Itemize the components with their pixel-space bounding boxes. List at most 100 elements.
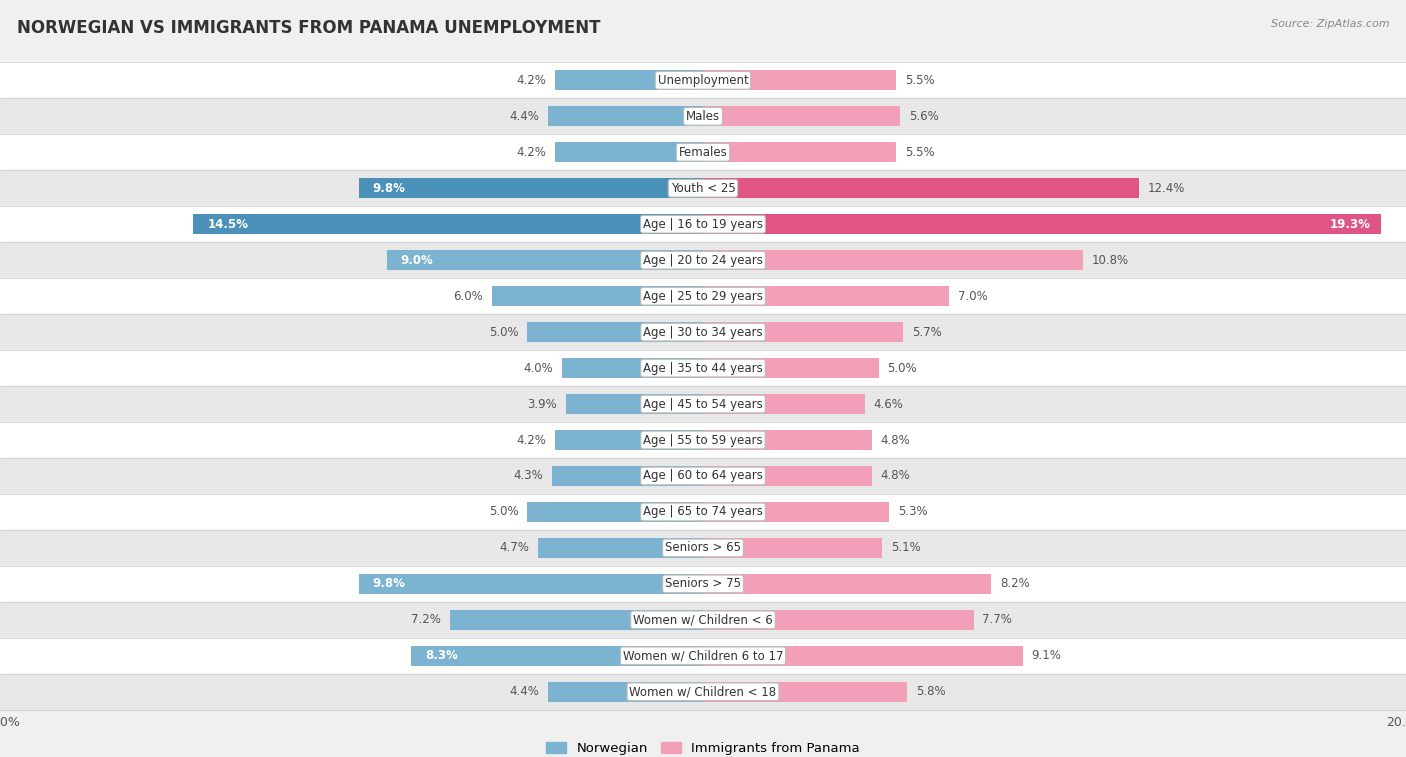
Text: 7.0%: 7.0% bbox=[957, 290, 987, 303]
Text: 5.8%: 5.8% bbox=[915, 685, 945, 698]
Bar bbox=[548, 682, 703, 702]
Bar bbox=[0, 386, 1406, 422]
Text: Age | 45 to 54 years: Age | 45 to 54 years bbox=[643, 397, 763, 410]
Bar bbox=[703, 214, 1381, 234]
Text: Youth < 25: Youth < 25 bbox=[671, 182, 735, 195]
Text: Age | 65 to 74 years: Age | 65 to 74 years bbox=[643, 506, 763, 519]
Text: 4.3%: 4.3% bbox=[513, 469, 543, 482]
Bar bbox=[703, 394, 865, 414]
Bar bbox=[548, 107, 703, 126]
Text: 4.2%: 4.2% bbox=[517, 146, 547, 159]
Bar bbox=[0, 674, 1406, 710]
Bar bbox=[0, 422, 1406, 458]
Text: 9.0%: 9.0% bbox=[401, 254, 433, 266]
Text: 5.7%: 5.7% bbox=[912, 326, 942, 338]
Text: Seniors > 65: Seniors > 65 bbox=[665, 541, 741, 554]
Bar bbox=[0, 278, 1406, 314]
Bar bbox=[703, 107, 900, 126]
Text: NORWEGIAN VS IMMIGRANTS FROM PANAMA UNEMPLOYMENT: NORWEGIAN VS IMMIGRANTS FROM PANAMA UNEM… bbox=[17, 19, 600, 37]
Text: 4.4%: 4.4% bbox=[510, 110, 540, 123]
Bar bbox=[0, 350, 1406, 386]
Bar bbox=[0, 566, 1406, 602]
Text: 4.8%: 4.8% bbox=[880, 469, 910, 482]
Bar bbox=[0, 458, 1406, 494]
Legend: Norwegian, Immigrants from Panama: Norwegian, Immigrants from Panama bbox=[541, 737, 865, 757]
Bar bbox=[703, 322, 904, 342]
Text: 7.7%: 7.7% bbox=[983, 613, 1012, 626]
Text: Women w/ Children < 6: Women w/ Children < 6 bbox=[633, 613, 773, 626]
Bar bbox=[527, 502, 703, 522]
Text: 5.5%: 5.5% bbox=[905, 74, 935, 87]
Text: Males: Males bbox=[686, 110, 720, 123]
Text: 5.1%: 5.1% bbox=[891, 541, 921, 554]
Text: Women w/ Children 6 to 17: Women w/ Children 6 to 17 bbox=[623, 650, 783, 662]
Bar bbox=[703, 142, 897, 162]
Text: 5.0%: 5.0% bbox=[489, 506, 519, 519]
Bar bbox=[703, 466, 872, 486]
Bar bbox=[703, 430, 872, 450]
Bar bbox=[703, 682, 907, 702]
Bar bbox=[412, 646, 703, 665]
Bar bbox=[0, 602, 1406, 638]
Bar bbox=[703, 179, 1139, 198]
Bar bbox=[0, 170, 1406, 206]
Text: Age | 20 to 24 years: Age | 20 to 24 years bbox=[643, 254, 763, 266]
Text: 4.7%: 4.7% bbox=[499, 541, 529, 554]
Text: 4.2%: 4.2% bbox=[517, 74, 547, 87]
Bar bbox=[359, 179, 703, 198]
Text: Unemployment: Unemployment bbox=[658, 74, 748, 87]
Bar bbox=[527, 322, 703, 342]
Bar bbox=[0, 62, 1406, 98]
Text: 3.9%: 3.9% bbox=[527, 397, 557, 410]
Text: 4.2%: 4.2% bbox=[517, 434, 547, 447]
Bar bbox=[565, 394, 703, 414]
Bar bbox=[0, 314, 1406, 350]
Text: 4.4%: 4.4% bbox=[510, 685, 540, 698]
Text: 9.1%: 9.1% bbox=[1032, 650, 1062, 662]
Bar bbox=[492, 286, 703, 306]
Text: Age | 16 to 19 years: Age | 16 to 19 years bbox=[643, 218, 763, 231]
Text: 4.8%: 4.8% bbox=[880, 434, 910, 447]
Bar bbox=[551, 466, 703, 486]
Text: 14.5%: 14.5% bbox=[208, 218, 249, 231]
Bar bbox=[703, 610, 973, 630]
Text: 4.6%: 4.6% bbox=[873, 397, 903, 410]
Text: 5.3%: 5.3% bbox=[898, 506, 928, 519]
Text: Age | 35 to 44 years: Age | 35 to 44 years bbox=[643, 362, 763, 375]
Bar bbox=[0, 494, 1406, 530]
Bar bbox=[703, 646, 1024, 665]
Bar bbox=[703, 538, 883, 558]
Bar bbox=[387, 251, 703, 270]
Text: 12.4%: 12.4% bbox=[1147, 182, 1185, 195]
Text: 5.5%: 5.5% bbox=[905, 146, 935, 159]
Bar bbox=[562, 358, 703, 378]
Text: 19.3%: 19.3% bbox=[1330, 218, 1371, 231]
Text: Females: Females bbox=[679, 146, 727, 159]
Text: 5.6%: 5.6% bbox=[908, 110, 938, 123]
Text: 8.3%: 8.3% bbox=[425, 650, 458, 662]
Bar bbox=[703, 251, 1083, 270]
Bar bbox=[0, 206, 1406, 242]
Text: 5.0%: 5.0% bbox=[887, 362, 917, 375]
Bar bbox=[0, 530, 1406, 566]
Text: Women w/ Children < 18: Women w/ Children < 18 bbox=[630, 685, 776, 698]
Text: 7.2%: 7.2% bbox=[412, 613, 441, 626]
Bar bbox=[0, 98, 1406, 134]
Bar bbox=[359, 574, 703, 593]
Bar bbox=[703, 286, 949, 306]
Text: 6.0%: 6.0% bbox=[454, 290, 484, 303]
Text: Age | 25 to 29 years: Age | 25 to 29 years bbox=[643, 290, 763, 303]
Bar bbox=[0, 242, 1406, 278]
Bar bbox=[703, 70, 897, 90]
Text: Age | 55 to 59 years: Age | 55 to 59 years bbox=[643, 434, 763, 447]
Text: 9.8%: 9.8% bbox=[373, 182, 405, 195]
Text: Age | 60 to 64 years: Age | 60 to 64 years bbox=[643, 469, 763, 482]
Text: Seniors > 75: Seniors > 75 bbox=[665, 578, 741, 590]
Text: 8.2%: 8.2% bbox=[1000, 578, 1029, 590]
Text: 10.8%: 10.8% bbox=[1091, 254, 1129, 266]
Bar bbox=[555, 142, 703, 162]
Bar bbox=[0, 638, 1406, 674]
Text: 9.8%: 9.8% bbox=[373, 578, 405, 590]
Text: 5.0%: 5.0% bbox=[489, 326, 519, 338]
Bar bbox=[450, 610, 703, 630]
